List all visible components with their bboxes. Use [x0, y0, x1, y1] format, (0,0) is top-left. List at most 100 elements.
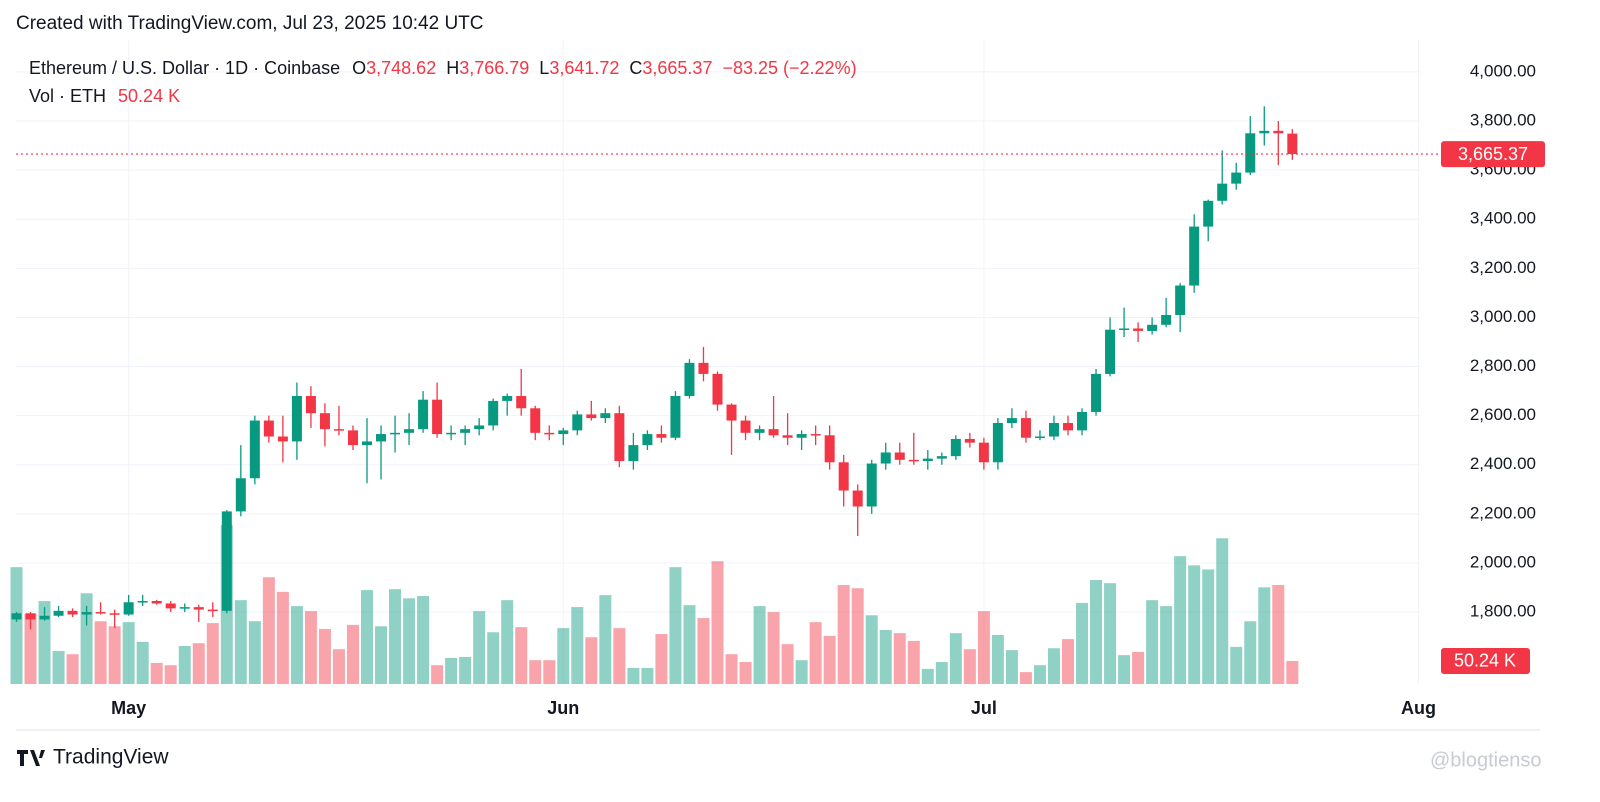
- candle-body: [880, 452, 891, 464]
- volume-bar: [1230, 646, 1243, 684]
- candle-body: [179, 607, 190, 609]
- volume-bar: [459, 656, 472, 684]
- candle-body: [488, 400, 499, 426]
- candle-body: [235, 478, 246, 512]
- candle-body: [474, 425, 485, 430]
- volume-bar: [262, 577, 275, 684]
- candle-body: [642, 434, 653, 446]
- volume-bar: [108, 626, 121, 684]
- candle-body: [404, 429, 415, 433]
- candle-body: [1147, 324, 1158, 331]
- y-tick-label: 2,600.00: [1470, 405, 1536, 424]
- volume-bar: [473, 611, 486, 684]
- volume-bar: [823, 635, 836, 684]
- volume-bar: [10, 567, 23, 684]
- candle-body: [53, 610, 64, 616]
- volume-bar: [38, 601, 51, 684]
- open-label: O: [352, 58, 366, 78]
- volume-bar: [739, 662, 752, 684]
- low-label: L: [539, 58, 549, 78]
- candle-body: [866, 463, 877, 507]
- volume-bar: [178, 645, 191, 684]
- volume-bar: [795, 660, 808, 684]
- volume-value: 50.24 K: [118, 86, 180, 106]
- volume-bar: [94, 621, 107, 684]
- change: −83.25 (−2.22%): [722, 58, 856, 78]
- candle-body: [305, 396, 316, 414]
- candle-body: [586, 414, 597, 419]
- volume-bar: [150, 662, 163, 684]
- volume-bar: [1019, 672, 1032, 684]
- volume-bar: [1258, 587, 1271, 684]
- y-tick-label: 2,200.00: [1470, 503, 1536, 522]
- candle-body: [726, 404, 737, 421]
- candle-body: [908, 459, 919, 462]
- candle-body: [333, 429, 344, 431]
- candle-body: [347, 430, 358, 446]
- volume-bar: [837, 585, 850, 684]
- candle-body: [1063, 423, 1073, 431]
- x-tick-label: Jun: [547, 698, 579, 718]
- candle-body: [894, 452, 905, 460]
- y-tick-label: 3,000.00: [1470, 307, 1536, 326]
- volume-bar: [543, 660, 556, 684]
- y-tick-label: 2,000.00: [1470, 552, 1536, 571]
- candle-body: [249, 420, 260, 479]
- candle-body: [852, 490, 863, 507]
- volume-bar: [851, 588, 864, 684]
- volume-bar: [1244, 621, 1257, 684]
- volume-bar: [1216, 538, 1229, 684]
- candle-body: [754, 429, 765, 433]
- y-tick-label: 1,800.00: [1470, 602, 1536, 621]
- volume-bar: [711, 561, 724, 684]
- volume-bar: [1033, 665, 1046, 684]
- volume-bar: [529, 660, 542, 684]
- candle-body: [165, 603, 176, 609]
- volume-bar: [949, 633, 962, 684]
- candle-body: [796, 434, 807, 438]
- y-tick-label: 4,000.00: [1470, 61, 1536, 80]
- volume-bar: [725, 654, 738, 684]
- volume-bar: [445, 657, 458, 684]
- volume-bar: [164, 665, 177, 684]
- volume-bar: [1188, 565, 1201, 684]
- volume-bar: [1104, 583, 1117, 684]
- volume-bar: [557, 628, 570, 684]
- candle-body: [656, 434, 667, 438]
- candle-body: [277, 436, 288, 442]
- volume-bar: [767, 612, 780, 684]
- candle-body: [460, 429, 471, 433]
- volume-bar: [893, 633, 906, 684]
- volume-bar: [571, 607, 584, 684]
- volume-bar: [346, 624, 359, 684]
- volume-bar: [66, 654, 79, 684]
- volume-badge-label: 50.24 K: [1454, 651, 1516, 671]
- volume-bar: [290, 606, 303, 684]
- watermark: @blogtienso: [1430, 749, 1541, 771]
- volume-bar: [332, 649, 345, 684]
- volume-bar: [935, 662, 948, 684]
- y-tick-label: 2,800.00: [1470, 356, 1536, 375]
- candle-body: [193, 607, 204, 610]
- candle-body: [39, 615, 50, 620]
- candle-body: [390, 432, 401, 435]
- candle-body: [558, 430, 569, 435]
- candle-body: [1077, 411, 1088, 431]
- volume-legend: Vol · ETH 50.24 K: [29, 86, 180, 106]
- close-value: 3,665.37: [642, 58, 712, 78]
- volume-bar: [375, 626, 388, 684]
- candle-body: [740, 420, 751, 433]
- candle-body: [1091, 373, 1102, 412]
- candle-body: [25, 613, 36, 620]
- volume-bar: [1005, 650, 1018, 684]
- volume-bar: [248, 621, 261, 684]
- volume-bar: [641, 667, 654, 684]
- volume-title: Vol · ETH: [29, 86, 106, 106]
- volume-bar: [655, 634, 668, 684]
- last-price-badge: [1441, 141, 1545, 168]
- candle-body: [1105, 329, 1116, 374]
- volume-bar: [907, 640, 920, 684]
- volume-bar: [977, 611, 990, 684]
- candle-body: [1273, 130, 1284, 134]
